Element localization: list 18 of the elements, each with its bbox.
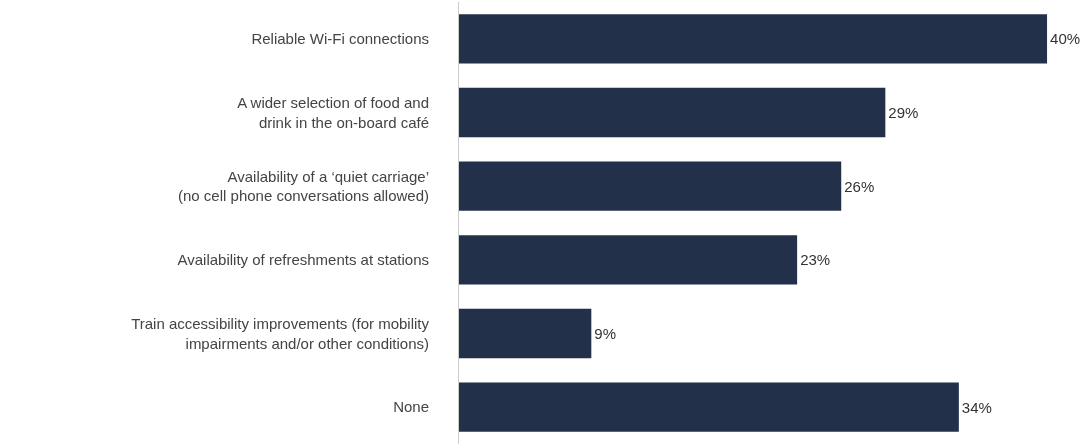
data-label: 26%: [844, 177, 875, 195]
y-tick-label: Train accessibility improvements (for mobility impairments and/or other conditions): [131, 315, 430, 352]
data-label: 34%: [961, 398, 992, 416]
y-tick-label: A wider selection of food and drink in the on-board café: [237, 94, 429, 131]
y-tick-label: None: [393, 398, 429, 416]
bar: [459, 87, 886, 138]
data-label: 40%: [1050, 30, 1081, 48]
y-tick-label: Reliable Wi-Fi connections: [251, 30, 429, 48]
bar: [459, 14, 1048, 64]
data-label: 29%: [888, 104, 919, 121]
bar: [459, 161, 842, 211]
bar: [459, 382, 959, 432]
data-label: 9%: [594, 325, 616, 342]
y-tick-label: Availability of refreshments at stations: [177, 251, 429, 269]
data-label: 23%: [800, 251, 831, 269]
bar: [459, 308, 592, 359]
y-tick-label: Availability of a ‘quiet carriage’ (no cell phone conversations allowed): [178, 167, 429, 205]
bar: [459, 235, 798, 285]
